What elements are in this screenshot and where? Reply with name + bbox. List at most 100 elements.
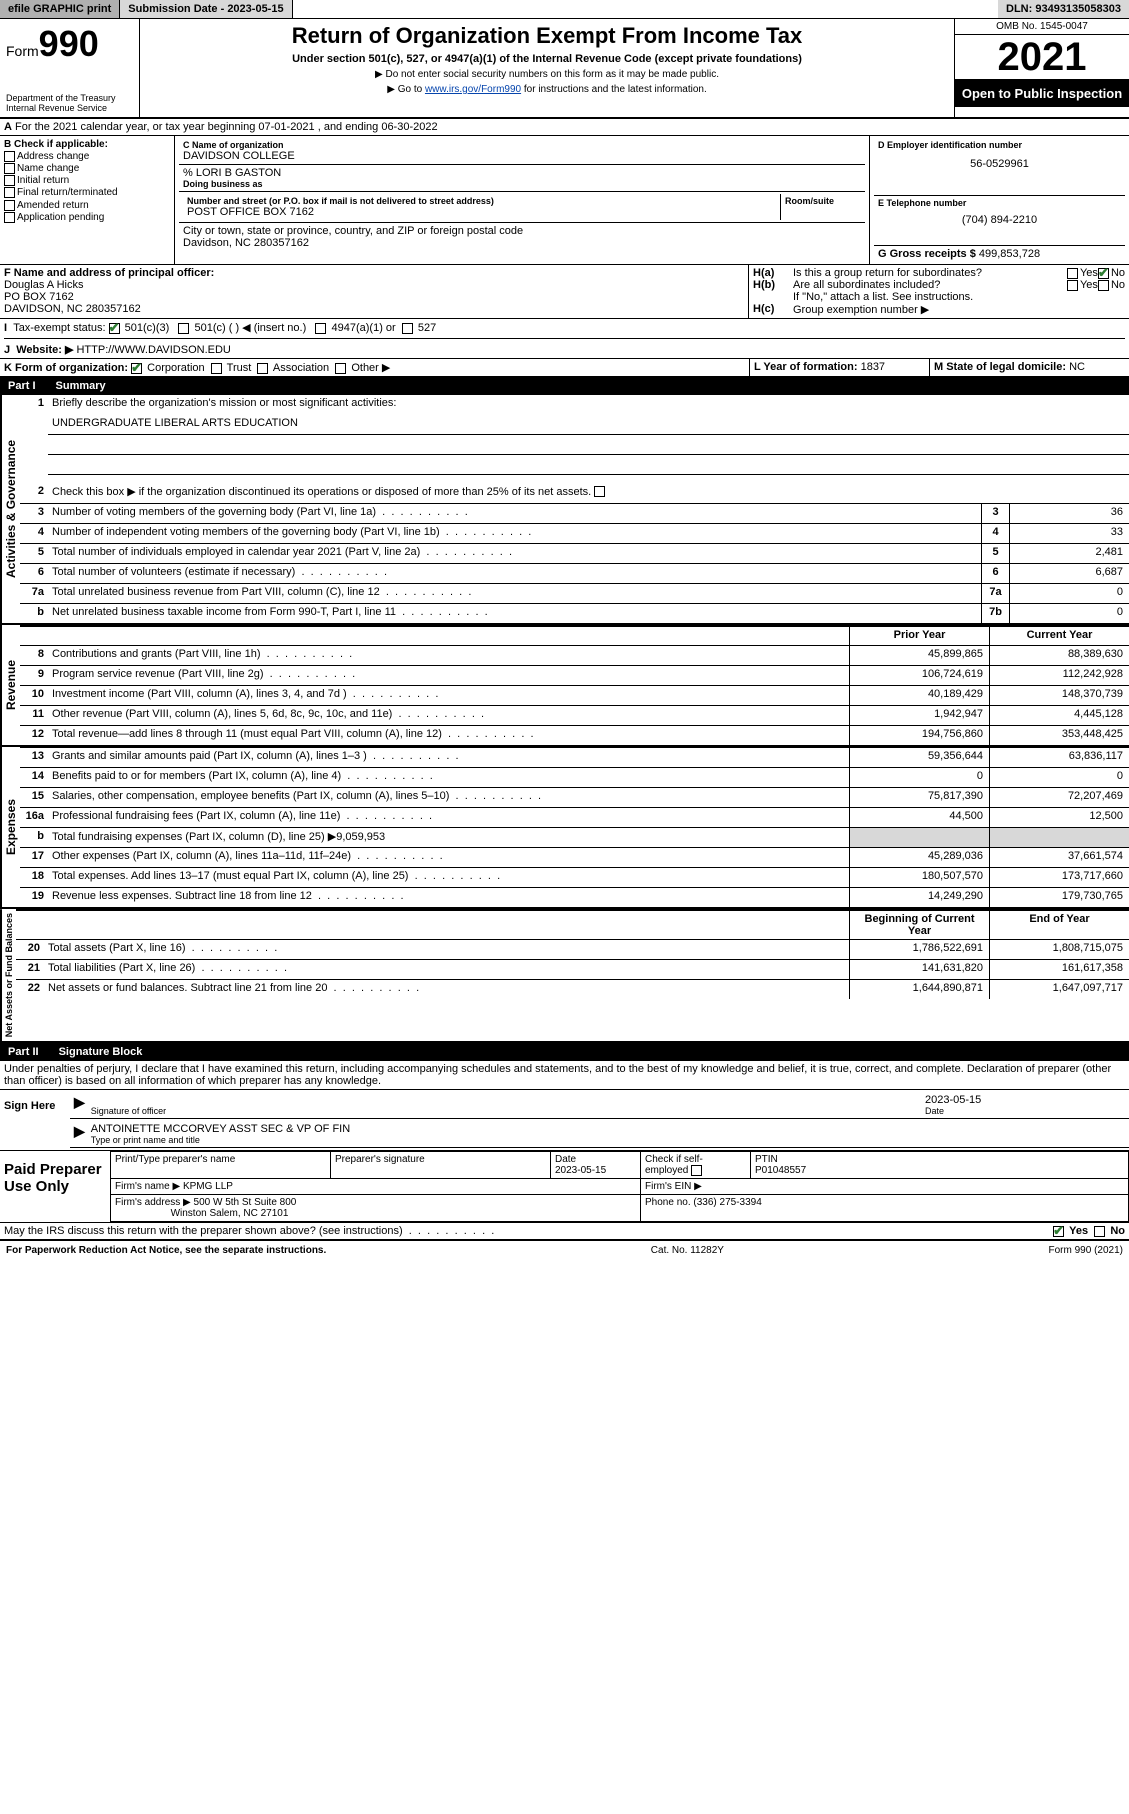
opt-501c: 501(c) ( ) ◀ (insert no.) [195, 322, 307, 334]
gross-receipts: 499,853,728 [979, 248, 1040, 260]
org-name-label: C Name of organization [183, 140, 861, 150]
sig-officer-label: Signature of officer [91, 1106, 925, 1116]
opt-assoc: Association [273, 362, 329, 374]
chk-corp[interactable] [131, 363, 142, 374]
chk-assoc[interactable] [257, 363, 268, 374]
topbar: efile GRAPHIC print Submission Date - 20… [0, 0, 1129, 19]
sig-name: ANTOINETTE MCCORVEY ASST SEC & VP OF FIN [91, 1123, 1125, 1135]
ein-label: D Employer identification number [878, 140, 1121, 150]
ha-no[interactable]: No [1098, 267, 1125, 279]
summary-row: 5Total number of individuals employed in… [20, 543, 1129, 563]
chk-other[interactable] [335, 363, 346, 374]
note-pre: ▶ Go to [387, 84, 425, 95]
chk-527[interactable] [402, 323, 413, 334]
summary-row: 19Revenue less expenses. Subtract line 1… [20, 887, 1129, 907]
gross-label: G Gross receipts $ [878, 248, 976, 260]
officer-addr1: PO BOX 7162 [4, 291, 744, 303]
opt-corp: Corporation [147, 362, 204, 374]
prep-sig-label: Preparer's signature [335, 1154, 425, 1165]
website-label: Website: ▶ [16, 344, 73, 356]
firm-ein-label: Firm's EIN ▶ [645, 1181, 702, 1192]
firm-addr1: 500 W 5th St Suite 800 [194, 1197, 297, 1208]
line1-label: Briefly describe the organization's miss… [48, 395, 1129, 415]
prep-date-label: Date [555, 1154, 576, 1165]
firm-label: Firm's name ▶ [115, 1181, 180, 1192]
revenue-block: Revenue b Prior Year Current Year 8Contr… [0, 625, 1129, 747]
domicile-label: M State of legal domicile: [934, 361, 1066, 373]
gov-vlabel: Activities & Governance [0, 395, 20, 623]
dept-treasury: Department of the Treasury Internal Reve… [6, 93, 133, 113]
sig-date: 2023-05-15 [925, 1094, 1125, 1106]
efile-label[interactable]: efile GRAPHIC print [0, 0, 120, 18]
discuss-yes[interactable] [1053, 1226, 1064, 1237]
part1-title: Summary [56, 380, 106, 392]
form-subtitle: Under section 501(c), 527, or 4947(a)(1)… [150, 53, 944, 65]
footer-left: For Paperwork Reduction Act Notice, see … [6, 1245, 326, 1256]
part2-header: Part II Signature Block [0, 1043, 1129, 1061]
page-footer: For Paperwork Reduction Act Notice, see … [0, 1240, 1129, 1260]
summary-row: 16aProfessional fundraising fees (Part I… [20, 807, 1129, 827]
city-label: City or town, state or province, country… [183, 225, 861, 237]
discuss-row: May the IRS discuss this return with the… [0, 1223, 1129, 1240]
form-number: Form990 [6, 23, 133, 65]
officer-addr2: DAVIDSON, NC 280357162 [4, 303, 744, 315]
sig-arrow-icon: ▶ [74, 1094, 85, 1116]
summary-row: 8Contributions and grants (Part VIII, li… [20, 645, 1129, 665]
street: POST OFFICE BOX 7162 [187, 206, 776, 218]
discuss-no[interactable] [1094, 1226, 1105, 1237]
chk-501c[interactable] [178, 323, 189, 334]
hb-text: Are all subordinates included? [793, 279, 1067, 291]
line-a: A For the 2021 calendar year, or tax yea… [0, 119, 1129, 136]
chk-pending[interactable]: Application pending [4, 212, 170, 223]
chk-line2[interactable] [594, 486, 605, 497]
form-header: Form990 Department of the Treasury Inter… [0, 19, 1129, 119]
chk-initial[interactable]: Initial return [4, 175, 170, 186]
chk-name[interactable]: Name change [4, 163, 170, 174]
paid-preparer-block: Paid Preparer Use Only Print/Type prepar… [0, 1151, 1129, 1223]
website-url: HTTP://WWW.DAVIDSON.EDU [76, 344, 230, 356]
chk-address[interactable]: Address change [4, 151, 170, 162]
exp-vlabel: Expenses [0, 747, 20, 907]
opt-4947: 4947(a)(1) or [332, 322, 396, 334]
officer-name: Douglas A Hicks [4, 279, 744, 291]
irs-link[interactable]: www.irs.gov/Form990 [425, 84, 521, 95]
chk-4947[interactable] [315, 323, 326, 334]
chk-trust[interactable] [211, 363, 222, 374]
begin-year-head: Beginning of Current Year [849, 911, 989, 939]
summary-row: 6Total number of volunteers (estimate if… [20, 563, 1129, 583]
line1-val: UNDERGRADUATE LIBERAL ARTS EDUCATION [48, 415, 1129, 435]
footer-right: Form 990 (2021) [1049, 1245, 1123, 1256]
chk-final[interactable]: Final return/terminated [4, 187, 170, 198]
prep-name-label: Print/Type preparer's name [115, 1154, 235, 1165]
note-post: for instructions and the latest informat… [521, 84, 707, 95]
street-label: Number and street (or P.O. box if mail i… [187, 196, 776, 206]
summary-row: bNet unrelated business taxable income f… [20, 603, 1129, 623]
ein: 56-0529961 [878, 158, 1121, 170]
hb-yes[interactable]: Yes [1067, 279, 1098, 291]
ha-yes[interactable]: Yes [1067, 267, 1098, 279]
part1-num: Part I [8, 380, 48, 392]
org-name: DAVIDSON COLLEGE [183, 150, 861, 162]
note-ssn: ▶ Do not enter social security numbers o… [150, 69, 944, 80]
phone-label: E Telephone number [878, 198, 1121, 208]
chk-selfemp[interactable] [691, 1165, 702, 1176]
phone: (704) 894-2210 [878, 214, 1121, 226]
opt-trust: Trust [227, 362, 252, 374]
form-num: 990 [39, 23, 99, 64]
paid-label: Paid Preparer Use Only [0, 1151, 110, 1222]
end-year-head: End of Year [989, 911, 1129, 939]
footer-mid: Cat. No. 11282Y [651, 1245, 724, 1256]
chk-501c3[interactable] [109, 323, 120, 334]
firm-addr2: Winston Salem, NC 27101 [171, 1208, 289, 1219]
summary-row: 9Program service revenue (Part VIII, lin… [20, 665, 1129, 685]
tax-status-label: Tax-exempt status: [13, 322, 105, 334]
preparer-table: Print/Type preparer's name Preparer's si… [110, 1151, 1129, 1222]
sig-name-label: Type or print name and title [91, 1135, 1125, 1145]
perjury-text: Under penalties of perjury, I declare th… [0, 1061, 1129, 1090]
summary-row: 12Total revenue—add lines 8 through 11 (… [20, 725, 1129, 745]
tax-year: 2021 [955, 35, 1129, 80]
chk-amended[interactable]: Amended return [4, 200, 170, 211]
form-title: Return of Organization Exempt From Incom… [150, 23, 944, 49]
hb-no[interactable]: No [1098, 279, 1125, 291]
summary-row: 11Other revenue (Part VIII, column (A), … [20, 705, 1129, 725]
